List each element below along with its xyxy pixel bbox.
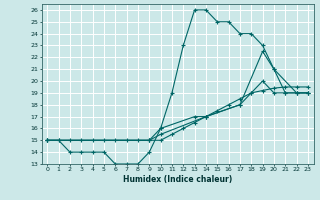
X-axis label: Humidex (Indice chaleur): Humidex (Indice chaleur) bbox=[123, 175, 232, 184]
